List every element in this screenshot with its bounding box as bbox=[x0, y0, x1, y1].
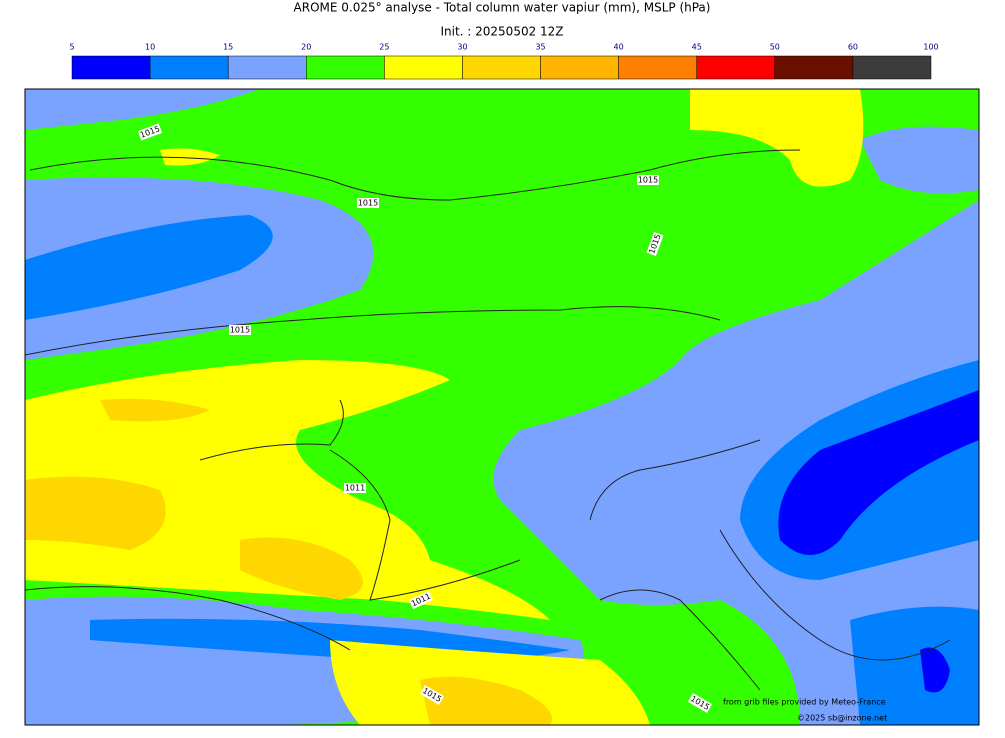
colorbar-tick-label: 50 bbox=[770, 43, 780, 52]
isobar-label: 1011 bbox=[344, 483, 366, 493]
colorbar-tick-label: 35 bbox=[535, 43, 545, 52]
isobar-label-text: 1015 bbox=[358, 199, 378, 208]
colorbar-segment bbox=[696, 55, 776, 80]
isobar-label-text: 1015 bbox=[230, 326, 250, 335]
colorbar-segment bbox=[149, 55, 229, 80]
colorbar-segment bbox=[462, 55, 541, 80]
credit-copyright: ©2025 sb@inzone.net bbox=[797, 714, 887, 723]
isobar-label: 1015 bbox=[637, 175, 659, 185]
colorbar-segment bbox=[852, 55, 932, 80]
isobar-label-bg bbox=[419, 685, 445, 705]
isobar-label-bg bbox=[357, 198, 379, 208]
isobar-label: 1015 bbox=[229, 325, 251, 335]
isobar-label-text: 1011 bbox=[345, 484, 365, 493]
map-field bbox=[25, 89, 979, 725]
title: AROME 0.025° analyse - Total column wate… bbox=[294, 1, 711, 15]
colorbar-tick-label: 40 bbox=[614, 43, 624, 52]
isobar-label-bg bbox=[687, 693, 713, 713]
isobar-label-text: 1015 bbox=[638, 176, 658, 185]
colorbar-tick-label: 45 bbox=[692, 43, 702, 52]
credit-source: from grib files provided by Meteo-France bbox=[723, 698, 886, 707]
isobar-label-bg bbox=[646, 231, 664, 257]
isobar-label: 1015 bbox=[357, 198, 379, 208]
init-time: Init. : 20250502 12Z bbox=[440, 25, 563, 39]
colorbar-segment bbox=[540, 55, 619, 80]
colorbar-segment bbox=[384, 55, 463, 80]
isobar-label-bg bbox=[137, 123, 163, 141]
colorbar-tick-label: 5 bbox=[69, 43, 74, 52]
colorbar-segment bbox=[71, 55, 151, 80]
colorbar-tick-label: 100 bbox=[923, 43, 938, 52]
colorbar-segment bbox=[227, 55, 307, 80]
colorbar-tick-label: 30 bbox=[457, 43, 467, 52]
isobar-label-bg bbox=[637, 175, 659, 185]
colorbar-segment bbox=[306, 55, 385, 80]
colorbar-tick-label: 10 bbox=[145, 43, 155, 52]
isobar-label-bg bbox=[344, 483, 366, 493]
isobar-label-bg bbox=[229, 325, 251, 335]
colorbar-segment bbox=[618, 55, 697, 80]
colorbar-tick-label: 60 bbox=[848, 43, 858, 52]
colorbar-tick-label: 25 bbox=[379, 43, 389, 52]
colorbar-segment bbox=[774, 55, 854, 80]
colorbar-tick-label: 20 bbox=[301, 43, 311, 52]
isobar-label-bg bbox=[408, 590, 434, 610]
colorbar-tick-label: 15 bbox=[223, 43, 233, 52]
